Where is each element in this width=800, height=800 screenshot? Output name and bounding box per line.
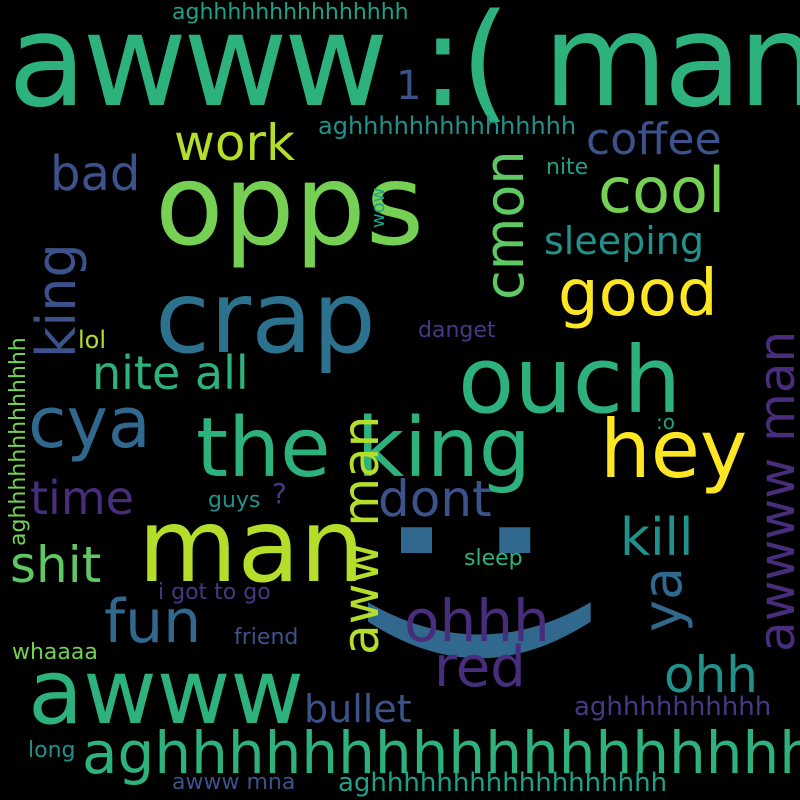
word-nite-all: nite all xyxy=(92,346,249,400)
word-nite: nite xyxy=(546,155,589,180)
word-awww-man-sad: awww :( man xyxy=(8,0,800,136)
word-lol: lol xyxy=(78,326,107,354)
word-opps: opps xyxy=(155,141,425,271)
word-awww: awww xyxy=(28,640,304,745)
word-wow: wow xyxy=(368,187,389,228)
word-kill: kill xyxy=(620,508,694,568)
word-agh-big: aghhhhhhhhhhhhhhhhhh xyxy=(82,719,800,787)
word-agh-top: aghhhhhhhhhhhhhhh xyxy=(172,0,409,25)
word-fun: fun xyxy=(104,587,202,657)
word-coffee: coffee xyxy=(586,114,722,165)
word-long: long xyxy=(28,738,76,763)
word-time: time xyxy=(30,471,134,525)
word-guys: guys xyxy=(208,488,261,513)
word-i-got-to-go: i got to go xyxy=(158,580,271,605)
word-the-king: the king xyxy=(196,401,531,496)
word-awww-mna: awww mna xyxy=(172,770,296,795)
word-aww-man: aww man xyxy=(332,415,390,655)
word-danget: danget xyxy=(418,318,496,343)
word-ohh: ohh xyxy=(664,646,758,704)
word-cya: cya xyxy=(28,382,151,464)
word-king: king xyxy=(25,243,88,358)
word-dont: dont xyxy=(378,470,492,528)
word-shit: shit xyxy=(10,536,102,594)
word-ouch: ouch xyxy=(458,327,682,434)
word-agh-right: aghhhhhhhhhh xyxy=(574,692,772,722)
word-o: :o xyxy=(656,410,675,434)
word-crap: crap xyxy=(155,259,376,376)
word-agh-bottom: aghhhhhhhhhhhhhhhhhh xyxy=(338,768,668,798)
word-good: good xyxy=(558,257,718,331)
word-agh-2: aghhhhhhhhhhhhhhh xyxy=(318,112,577,140)
word-cool: cool xyxy=(598,154,726,227)
word-hey: hey xyxy=(600,403,748,496)
word-whaaaa: whaaaa xyxy=(12,640,98,665)
word-bad: bad xyxy=(50,146,141,202)
word-ya: ya xyxy=(631,566,694,632)
word-bullet: bullet xyxy=(304,687,412,731)
word-question: ? xyxy=(272,477,287,510)
word-sleeping: sleeping xyxy=(544,219,704,263)
word-one: 1 xyxy=(396,63,422,109)
word-man: man xyxy=(138,487,365,606)
word-agh-left: aghhhhhhhhhhhhh xyxy=(6,337,31,546)
word-sleep: sleep xyxy=(464,546,523,571)
word-awwww-man: awwww man xyxy=(748,330,800,652)
word-work: work xyxy=(174,114,295,172)
word-friend: friend xyxy=(234,625,299,650)
word-red: red xyxy=(434,635,526,700)
word-ohhh: ohhh xyxy=(404,587,550,655)
word-cmon: cmon xyxy=(473,150,536,300)
